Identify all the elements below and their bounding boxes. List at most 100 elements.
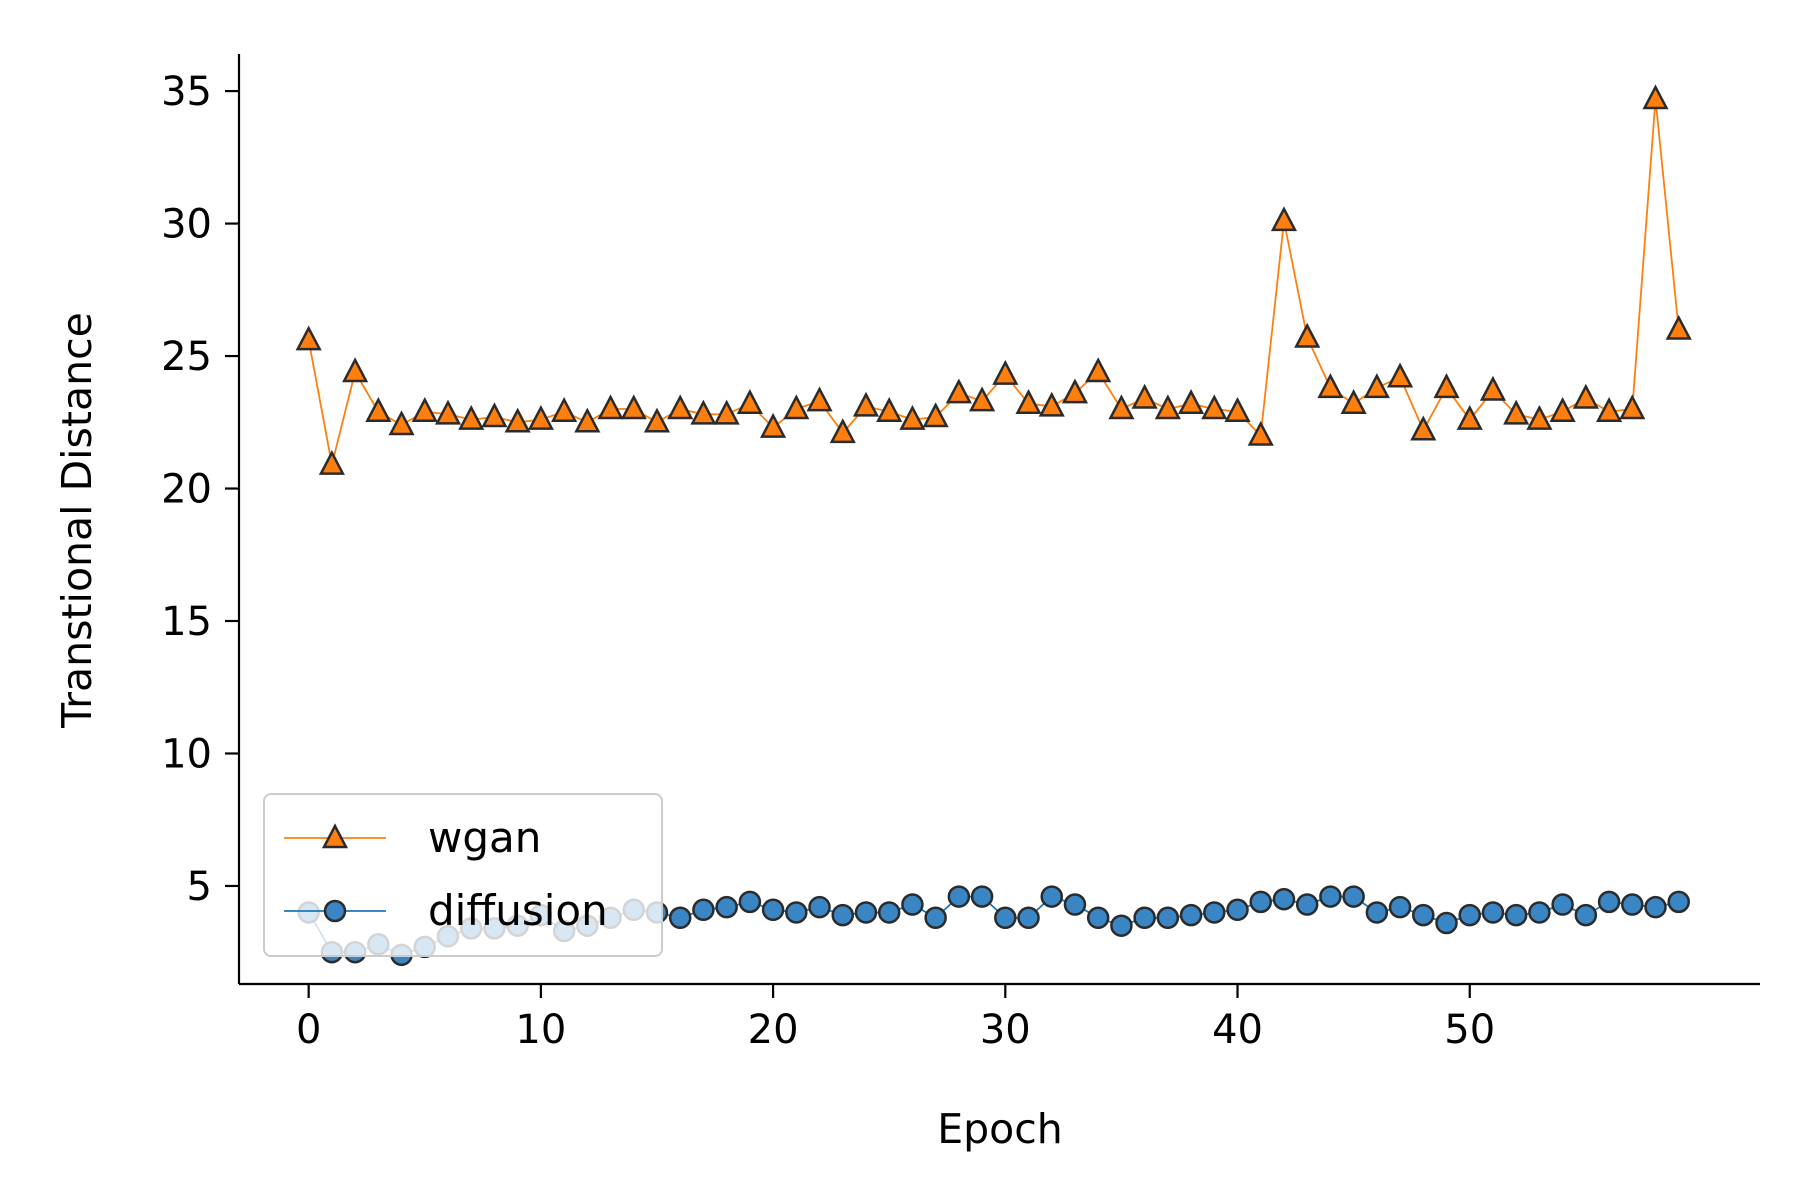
wgan-point [1433,373,1460,399]
x-tick-label: 40 [1212,1007,1263,1053]
wgan-point [1108,394,1135,420]
diffusion-point [1667,890,1690,914]
diffusion-point [1528,901,1551,924]
diffusion-point [1481,901,1505,924]
y-axis-title: Transtional Distance [53,312,101,729]
diffusion-point [1319,885,1342,908]
wgan-point [365,396,392,422]
wgan-point [667,394,694,420]
wgan-point [1410,415,1437,441]
diffusion-point [1133,906,1156,930]
wgan-point [1619,394,1646,420]
diffusion-point [1574,903,1598,927]
diffusion-point [877,901,901,924]
wgan-point [992,359,1019,385]
diffusion-point [692,898,715,922]
wgan-point [1340,389,1367,414]
wgan-point [713,399,740,425]
diffusion-point [1551,893,1574,916]
diffusion-point [1156,906,1180,930]
diffusion-point [854,901,878,924]
y-tick-label: 35 [161,69,212,115]
diffusion-point [1458,903,1481,927]
axes [237,54,1760,986]
wgan-point [1479,375,1507,401]
diffusion-point [808,895,831,919]
wgan-point [1642,84,1669,110]
wgan-point [1085,357,1112,383]
wgan-point [783,394,810,420]
wgan-point [760,412,787,438]
wgan-point [434,399,462,425]
wgan-point [1061,378,1089,404]
diffusion-point [1388,895,1412,919]
wgan-point [574,407,601,433]
legend-wgan-label: wgan [428,813,541,862]
wgan-point [829,418,856,444]
diffusion-point [1086,906,1110,930]
wgan-point [1549,396,1576,422]
diffusion-point [715,895,738,919]
y-tick-label: 10 [161,731,212,777]
diffusion-point [1272,887,1296,911]
wgan-point [1038,391,1065,417]
wgan-point [1201,394,1228,420]
diffusion-point [785,901,808,924]
diffusion-point [1365,901,1389,924]
wgan-point [458,404,485,430]
series-wgan [295,84,1692,475]
x-axis-title: Epoch [937,1105,1063,1153]
wgan-point [342,357,369,383]
y-tick-label: 20 [161,467,212,513]
wgan-point [1387,362,1414,388]
x-tick-label: 10 [515,1007,566,1053]
diffusion-point [738,890,762,914]
diffusion-point [1342,885,1365,908]
diffusion-point [831,903,855,927]
data-series [295,84,1692,967]
wgan-point [597,394,624,420]
wgan-point [1178,389,1205,414]
x-tick-label: 50 [1444,1007,1495,1053]
diffusion-point [924,906,947,930]
wgan-point [1015,389,1042,414]
wgan-point [969,386,996,412]
wgan-point [527,404,554,430]
diffusion-point [1179,903,1203,927]
wgan-point [551,396,578,422]
wgan-point [1572,383,1599,409]
y-tick-label: 15 [161,599,212,645]
diffusion-point [1597,890,1621,914]
y-tick-label: 30 [161,202,212,248]
wgan-point [411,396,438,422]
wgan-point [1317,373,1344,399]
diffusion-point [1017,906,1040,930]
wgan-point [1456,404,1483,430]
wgan-point [1526,404,1553,430]
wgan-point [388,410,415,436]
diffusion-point [1644,895,1667,919]
diffusion-point [947,885,971,908]
diffusion-point [1203,901,1226,924]
diffusion-point [1621,893,1644,916]
diffusion-point [1110,914,1133,937]
diffusion-point [901,893,924,916]
wgan-point [1503,399,1530,425]
diffusion-point [970,885,994,908]
diffusion-point [1295,893,1319,916]
legend: wgan diffusion [263,793,663,957]
wgan-point [690,399,717,425]
diffusion-point [668,906,692,930]
wgan-point [806,386,833,412]
x-tick-label: 30 [980,1007,1031,1053]
wgan-point [1294,322,1321,348]
wgan-point [852,391,880,417]
diffusion-point [1504,903,1528,927]
axis-ticks: 0 10 20 30 40 50 5 10 15 20 25 30 35 [161,69,1495,1053]
diffusion-point [1249,890,1272,914]
diffusion-point [1435,911,1458,935]
wgan-point [1154,394,1181,420]
legend-wgan-marker [321,823,349,849]
